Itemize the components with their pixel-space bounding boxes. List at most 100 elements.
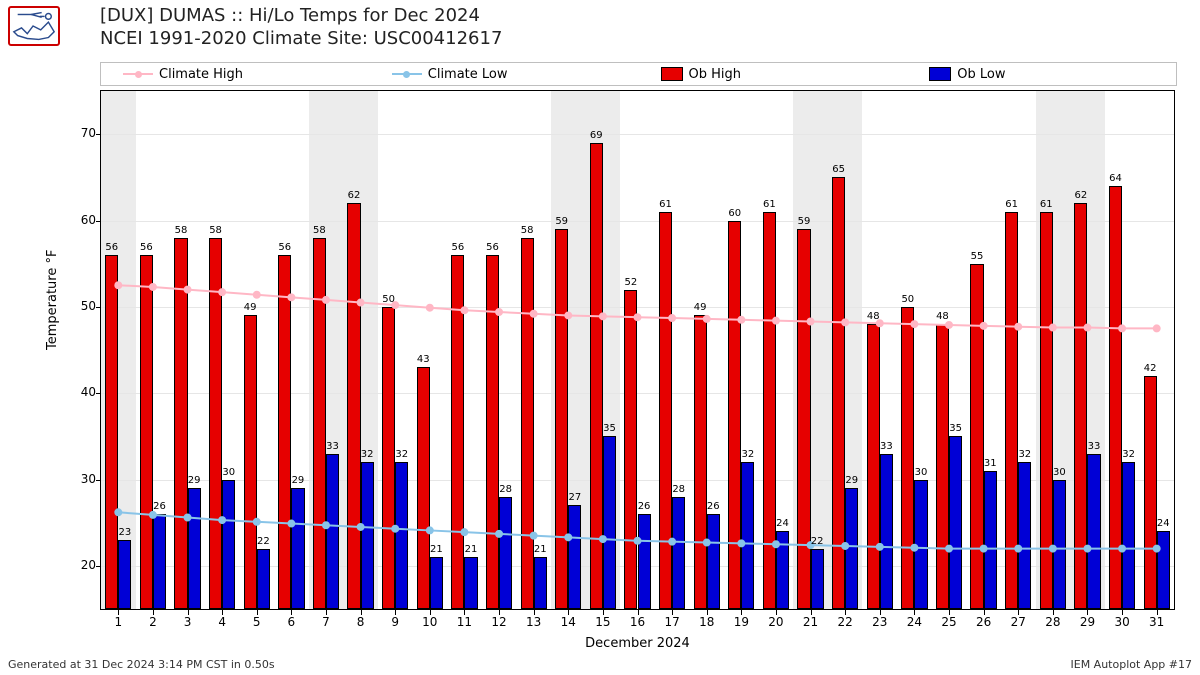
gridline [101, 134, 1174, 135]
bar-label-high: 43 [417, 354, 430, 365]
bar-ob-high [105, 255, 118, 609]
footer-left: Generated at 31 Dec 2024 3:14 PM CST in … [8, 658, 275, 671]
x-tick-label: 30 [1114, 615, 1129, 629]
bar-ob-low [464, 557, 477, 609]
bar-label-high: 52 [625, 277, 638, 288]
x-tick-label: 8 [357, 615, 365, 629]
x-tick-label: 16 [630, 615, 645, 629]
bar-ob-low [361, 462, 374, 609]
bar-ob-low [1053, 480, 1066, 610]
legend-ob-high: Ob High [639, 67, 908, 82]
bar-label-low: 33 [326, 441, 339, 452]
bar-ob-high [555, 229, 568, 609]
legend-climate-low: Climate Low [370, 67, 639, 82]
bar-label-low: 33 [880, 441, 893, 452]
y-tick-label: 70 [66, 126, 96, 140]
bar-label-low: 32 [395, 449, 408, 460]
bar-label-high: 65 [832, 164, 845, 175]
bar-label-low: 24 [1157, 518, 1170, 529]
bar-ob-low [257, 549, 270, 609]
bar-label-high: 62 [1075, 190, 1088, 201]
bar-ob-low [672, 497, 685, 609]
x-tick-label: 27 [1011, 615, 1026, 629]
bar-ob-high [451, 255, 464, 609]
bar-label-high: 42 [1144, 363, 1157, 374]
bar-label-high: 48 [867, 311, 880, 322]
x-tick-label: 25 [941, 615, 956, 629]
bar-label-high: 59 [798, 216, 811, 227]
bar-ob-high [659, 212, 672, 609]
bar-label-low: 28 [672, 484, 685, 495]
bar-ob-high [521, 238, 534, 609]
bar-label-high: 61 [763, 199, 776, 210]
legend-marker-ob-low [929, 67, 951, 81]
x-tick-label: 24 [907, 615, 922, 629]
x-tick-label: 1 [114, 615, 122, 629]
y-axis-label: Temperature °F [45, 250, 60, 350]
bar-label-high: 58 [521, 225, 534, 236]
bar-label-low: 26 [707, 501, 720, 512]
bar-label-low: 30 [1053, 467, 1066, 478]
plot-area: 5623156262582935830449225562965833762328… [100, 90, 1175, 610]
x-tick-label: 31 [1149, 615, 1164, 629]
bar-ob-high [1005, 212, 1018, 609]
bar-label-low: 28 [499, 484, 512, 495]
bar-label-high: 60 [728, 208, 741, 219]
x-tick-label: 12 [491, 615, 506, 629]
bar-label-high: 56 [105, 242, 118, 253]
y-tick-label: 60 [66, 213, 96, 227]
bar-label-high: 49 [694, 302, 707, 313]
bar-ob-low [1018, 462, 1031, 609]
x-tick-label: 23 [872, 615, 887, 629]
x-tick-label: 19 [734, 615, 749, 629]
bar-ob-low [568, 505, 581, 609]
bar-label-high: 50 [901, 294, 914, 305]
title-line1: [DUX] DUMAS :: Hi/Lo Temps for Dec 2024 [100, 4, 502, 27]
legend-marker-ob-high [661, 67, 683, 81]
bar-label-high: 58 [313, 225, 326, 236]
bar-label-low: 24 [776, 518, 789, 529]
bar-ob-low [291, 488, 304, 609]
bar-label-low: 32 [1018, 449, 1031, 460]
bar-ob-low [1122, 462, 1135, 609]
bar-label-low: 35 [949, 423, 962, 434]
x-tick-label: 13 [526, 615, 541, 629]
bar-label-high: 61 [1005, 199, 1018, 210]
x-tick-label: 5 [253, 615, 261, 629]
bar-ob-low [776, 531, 789, 609]
bar-label-low: 26 [638, 501, 651, 512]
bar-ob-low [118, 540, 131, 609]
bar-ob-high [1074, 203, 1087, 609]
x-tick-label: 9 [391, 615, 399, 629]
bar-ob-low [534, 557, 547, 609]
bar-label-low: 32 [361, 449, 374, 460]
bar-label-low: 30 [915, 467, 928, 478]
bar-label-high: 50 [382, 294, 395, 305]
bar-ob-high [1109, 186, 1122, 609]
x-tick-label: 22 [838, 615, 853, 629]
bar-ob-high [278, 255, 291, 609]
bar-ob-high [763, 212, 776, 609]
bar-label-low: 35 [603, 423, 616, 434]
bar-label-low: 27 [568, 492, 581, 503]
bar-ob-high [244, 315, 257, 609]
bar-label-low: 22 [257, 536, 270, 547]
bar-label-high: 61 [659, 199, 672, 210]
bar-label-low: 23 [119, 527, 132, 538]
bar-label-low: 26 [153, 501, 166, 512]
bar-label-low: 21 [430, 544, 443, 555]
bar-ob-low [880, 454, 893, 609]
bar-ob-low [222, 480, 235, 610]
y-tick-label: 40 [66, 385, 96, 399]
legend-climate-high: Climate High [101, 67, 370, 82]
legend-ob-low: Ob Low [907, 67, 1176, 82]
bar-label-low: 29 [292, 475, 305, 486]
bar-ob-high [901, 307, 914, 609]
bar-label-high: 58 [209, 225, 222, 236]
bar-ob-high [970, 264, 983, 609]
bar-ob-high [209, 238, 222, 609]
bar-ob-high [624, 290, 637, 609]
y-tick-label: 50 [66, 299, 96, 313]
x-tick-label: 11 [457, 615, 472, 629]
bar-ob-high [1144, 376, 1157, 609]
